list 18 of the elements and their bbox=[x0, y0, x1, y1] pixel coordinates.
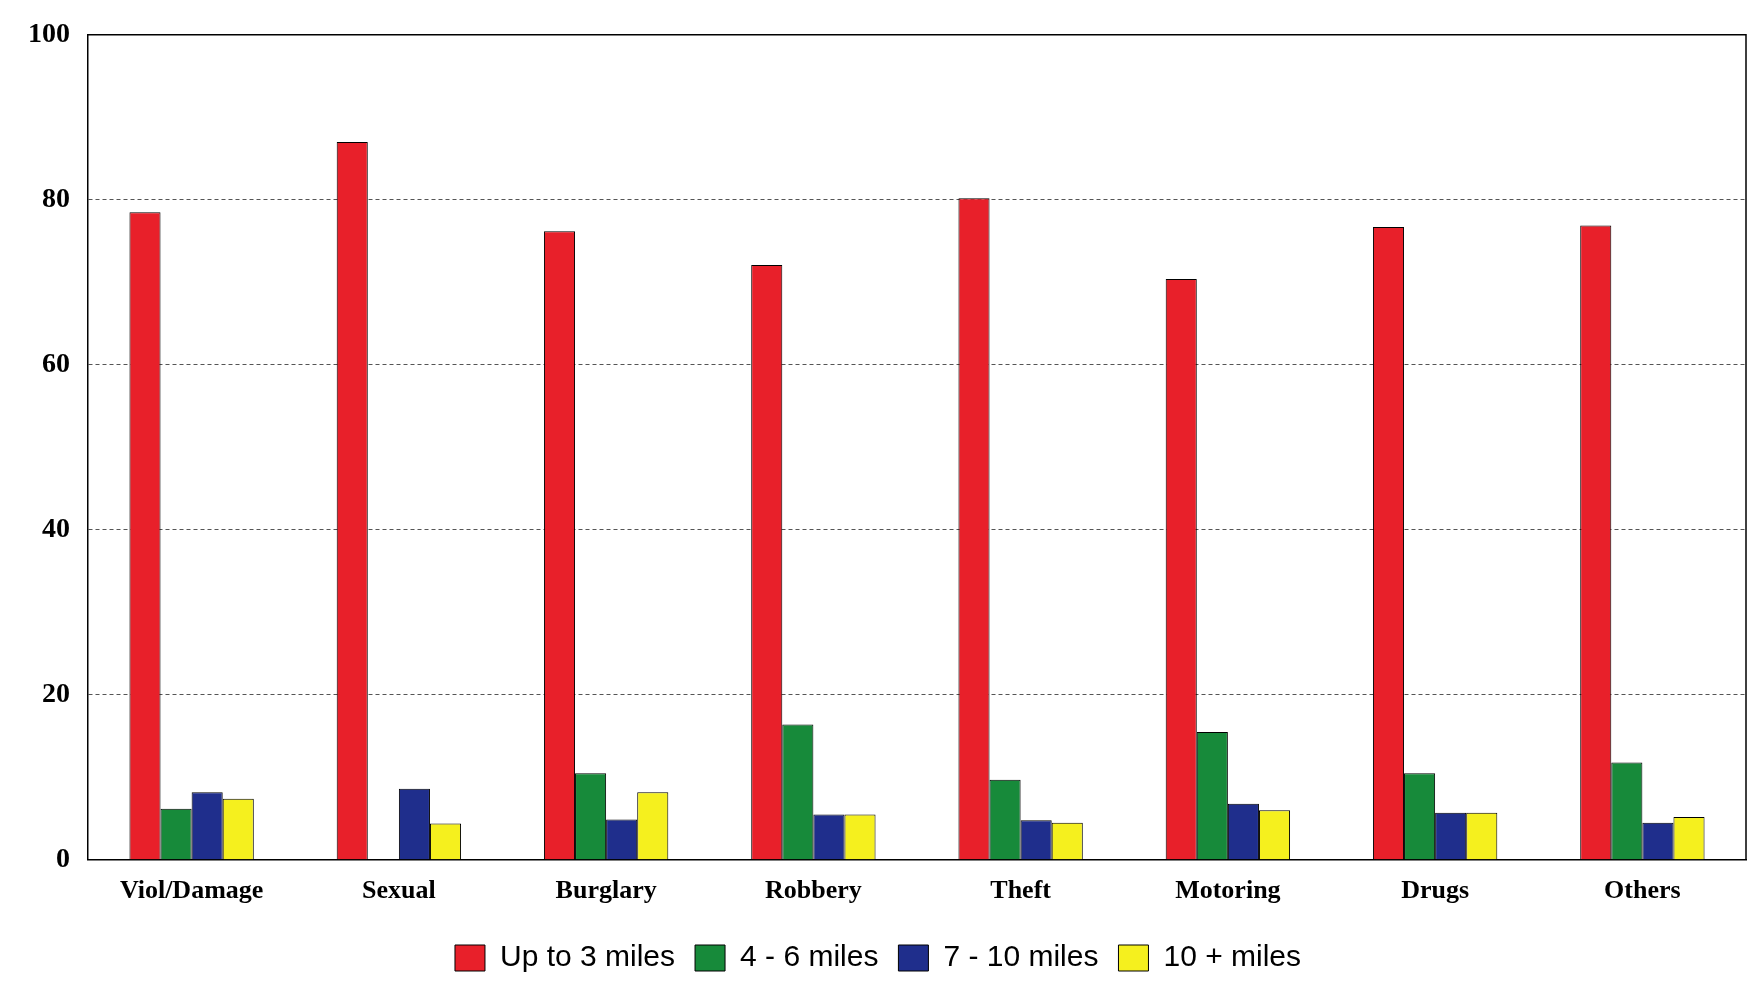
y-tick-label: 40 bbox=[42, 512, 70, 544]
y-tick-label: 80 bbox=[42, 182, 70, 214]
x-tick-label: Others bbox=[1604, 875, 1681, 905]
legend-label: 4 - 6 miles bbox=[740, 939, 879, 973]
x-tick-label: Drugs bbox=[1401, 875, 1470, 905]
x-tick-label: Viol/Damage bbox=[119, 875, 264, 905]
x-tick-label: Motoring bbox=[1175, 875, 1281, 905]
legend-label: 7 - 10 miles bbox=[943, 939, 1099, 973]
x-tick-label: Burglary bbox=[555, 875, 657, 905]
y-tick-label: 0 bbox=[56, 842, 70, 874]
y-tick-label: 20 bbox=[42, 677, 70, 709]
y-tick-label: 60 bbox=[42, 347, 70, 379]
legend-label: 10 + miles bbox=[1163, 939, 1302, 973]
x-tick-label: Sexual bbox=[362, 875, 436, 905]
x-tick-label: Theft bbox=[990, 875, 1052, 905]
legend-label: Up to 3 miles bbox=[499, 939, 676, 973]
x-tick-label: Robbery bbox=[764, 875, 862, 905]
y-tick-label: 100 bbox=[28, 17, 70, 49]
